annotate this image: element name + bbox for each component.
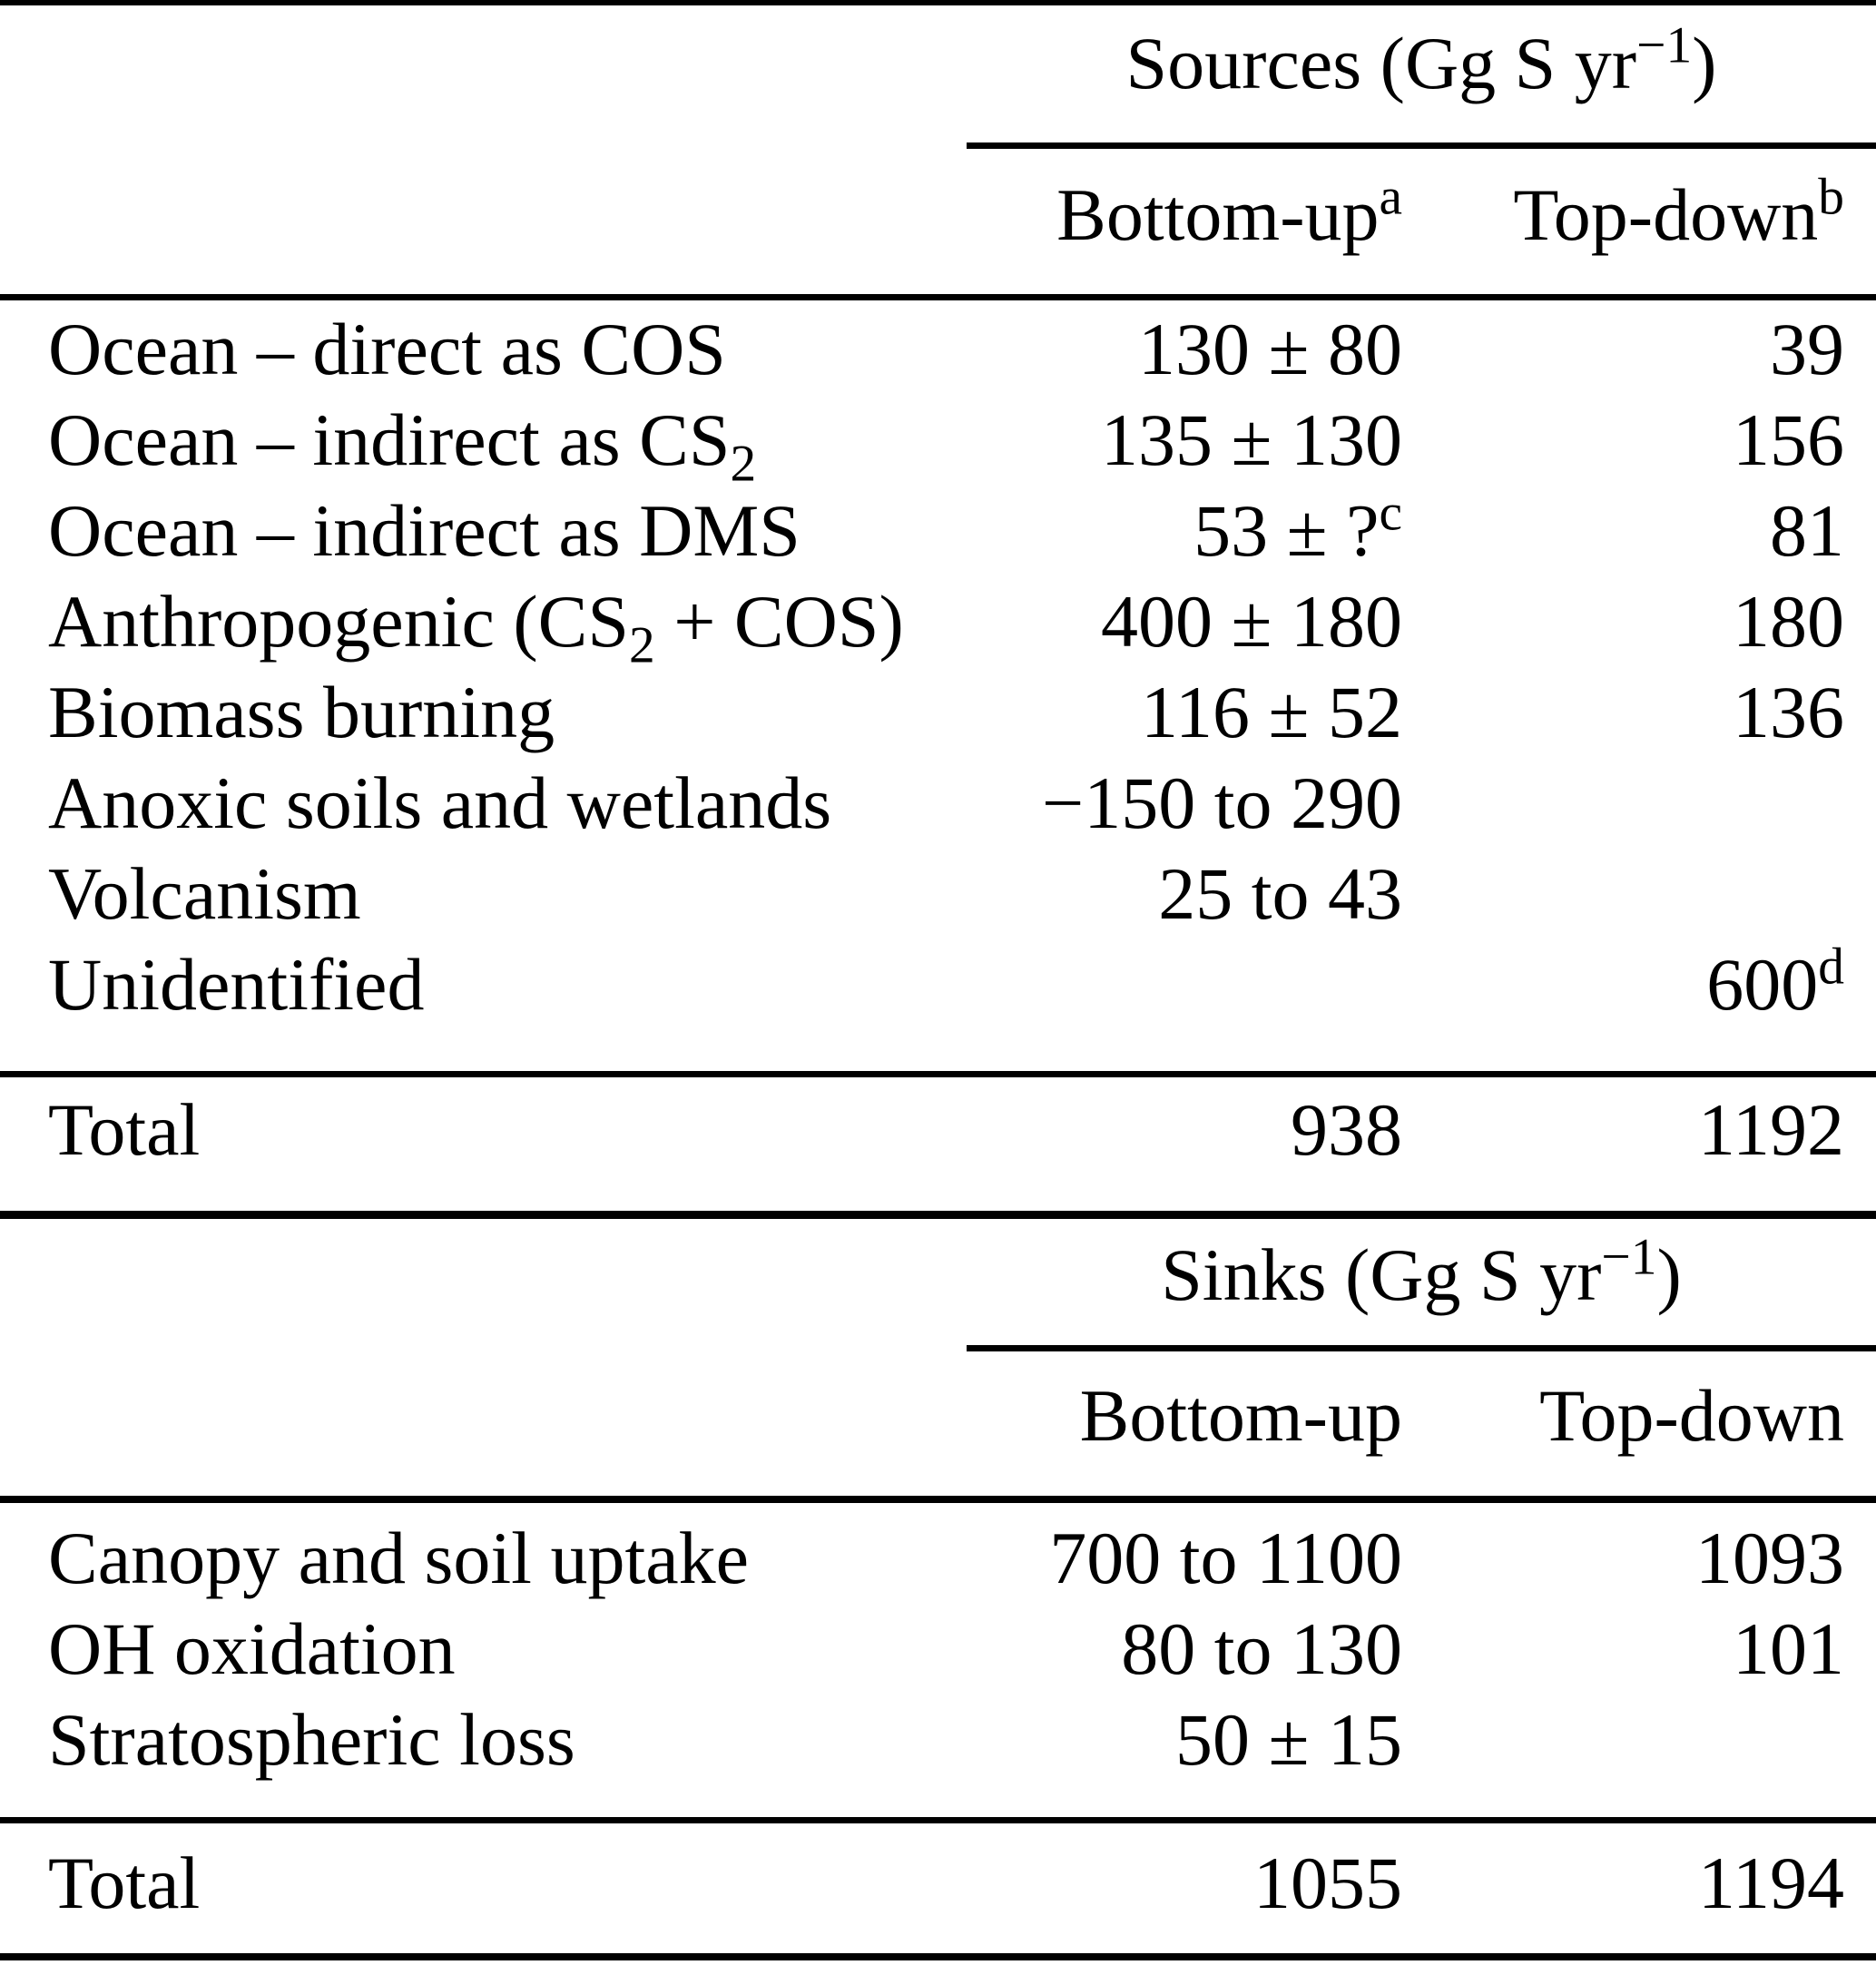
table-row: Stratospheric loss 50 ± 15	[0, 1695, 1876, 1785]
row-label: Ocean – indirect as DMS	[48, 489, 800, 572]
row-label: Unidentified	[48, 943, 425, 1026]
column-header-label: Bottom-up	[1056, 173, 1380, 256]
unit-superscript: −1	[1636, 16, 1693, 74]
total-label: Total	[48, 1842, 201, 1924]
footnote-marker-b: b	[1818, 168, 1844, 226]
total-bottom-up-value: 938	[1291, 1088, 1402, 1171]
row-label: Volcanism	[48, 852, 361, 935]
bottom-up-value: 25 to 43	[1158, 852, 1402, 935]
rule-below-sources-headers	[0, 294, 1876, 300]
top-down-value	[1402, 849, 1844, 944]
rule-section-divider	[0, 1211, 1876, 1219]
total-bottom-up-value: 1055	[1253, 1842, 1402, 1924]
column-header-bottom-up: Bottom-up	[958, 1371, 1402, 1461]
column-header-label: Top-down	[1513, 173, 1819, 256]
sinks-total-row: Total 1055 1194	[0, 1838, 1876, 1929]
rule-above-sources-total	[0, 1071, 1876, 1077]
sinks-column-headers: Bottom-up Top-down	[0, 1371, 1876, 1461]
bottom-up-value: −150 to 290	[1041, 761, 1402, 844]
sources-title-close: )	[1692, 22, 1717, 104]
empty-header-cell	[48, 170, 958, 260]
top-down-value: 180	[1733, 580, 1844, 663]
bottom-up-value: 53 ± ?c	[1193, 484, 1402, 572]
bottom-up-value: 80 to 130	[1121, 1607, 1402, 1690]
chemical-subscript: 2	[730, 435, 757, 493]
column-header-label: Top-down	[1539, 1374, 1844, 1457]
column-header-bottom-up: Bottom-upa	[958, 170, 1402, 260]
top-down-value: 101	[1733, 1607, 1844, 1690]
bottom-up-value: 130 ± 80	[1137, 308, 1402, 390]
rule-above-sinks-total	[0, 1817, 1876, 1823]
sinks-title-close: )	[1656, 1233, 1682, 1316]
footnote-marker-d: d	[1818, 938, 1844, 996]
table-row: Anthropogenic (CS2 + COS) 400 ± 180 180	[0, 576, 1876, 672]
footnote-marker-a: a	[1379, 168, 1402, 226]
total-top-down-value: 1194	[1698, 1842, 1844, 1924]
unit-superscript: −1	[1601, 1228, 1657, 1286]
bottom-up-value: 116 ± 52	[1141, 671, 1402, 753]
column-header-top-down: Top-downb	[1402, 170, 1844, 260]
column-header-top-down: Top-down	[1402, 1371, 1844, 1461]
top-down-value: 136	[1733, 671, 1844, 753]
sinks-title-text: Sinks (Gg S yr	[1161, 1233, 1602, 1316]
row-label: Biomass burning	[48, 671, 555, 753]
table-row: Volcanism 25 to 43	[0, 849, 1876, 939]
row-label: Ocean – direct as COS	[48, 308, 726, 390]
sinks-section-title: Sinks (Gg S yr−1)	[967, 1230, 1876, 1321]
top-down-value: 600d	[1706, 938, 1844, 1026]
bottom-up-value: 50 ± 15	[1174, 1698, 1402, 1781]
rule-sources-span	[967, 142, 1876, 149]
row-label: OH oxidation	[48, 1607, 456, 1690]
chemical-subscript: 2	[628, 616, 655, 674]
sources-rows: Ocean – direct as COS 130 ± 80 39 Ocean …	[0, 304, 1876, 1030]
top-down-value: 1093	[1695, 1517, 1844, 1599]
table-row: Ocean – indirect as DMS 53 ± ?c 81	[0, 486, 1876, 576]
sources-total-row: Total 938 1192	[0, 1085, 1876, 1175]
column-header-label: Bottom-up	[1079, 1374, 1402, 1457]
total-label: Total	[48, 1088, 201, 1171]
row-label: Canopy and soil uptake	[48, 1517, 750, 1599]
total-top-down-value: 1192	[1698, 1088, 1844, 1171]
empty-header-cell	[48, 1371, 958, 1461]
row-label: Anoxic soils and wetlands	[48, 761, 832, 844]
sources-column-headers: Bottom-upa Top-downb	[0, 170, 1876, 260]
bottom-up-value: 700 to 1100	[1049, 1517, 1402, 1599]
top-down-value: 39	[1770, 308, 1844, 390]
row-label: Anthropogenic (CS2 + COS)	[48, 580, 904, 674]
row-label: Stratospheric loss	[48, 1698, 575, 1781]
sources-title-text: Sources (Gg S yr	[1125, 22, 1637, 104]
table-row: OH oxidation 80 to 130 101	[0, 1604, 1876, 1695]
rule-top	[0, 0, 1876, 5]
bottom-up-value: 400 ± 180	[1100, 580, 1402, 663]
rule-bottom	[0, 1953, 1876, 1960]
sources-section-title: Sources (Gg S yr−1)	[967, 18, 1876, 109]
sinks-rows: Canopy and soil uptake 700 to 1100 1093 …	[0, 1513, 1876, 1785]
rule-sinks-span	[967, 1345, 1876, 1351]
top-down-value	[1402, 758, 1844, 853]
table-row: Canopy and soil uptake 700 to 1100 1093	[0, 1513, 1876, 1604]
bottom-up-value: 135 ± 130	[1100, 398, 1402, 481]
top-down-value: 81	[1770, 489, 1844, 572]
table-row: Anoxic soils and wetlands −150 to 290	[0, 758, 1876, 849]
table-row: Ocean – indirect as CS2 135 ± 130 156	[0, 395, 1876, 490]
footnote-marker-c: c	[1379, 484, 1402, 542]
top-down-value	[1402, 1695, 1844, 1790]
table-row: Ocean – direct as COS 130 ± 80 39	[0, 304, 1876, 395]
rule-below-sinks-headers	[0, 1496, 1876, 1503]
bottom-up-value	[958, 939, 1402, 1035]
row-label: Ocean – indirect as CS2	[48, 398, 757, 493]
top-down-value: 156	[1733, 398, 1844, 481]
table-row: Biomass burning 116 ± 52 136	[0, 667, 1876, 758]
table-row: Unidentified 600d	[0, 939, 1876, 1030]
